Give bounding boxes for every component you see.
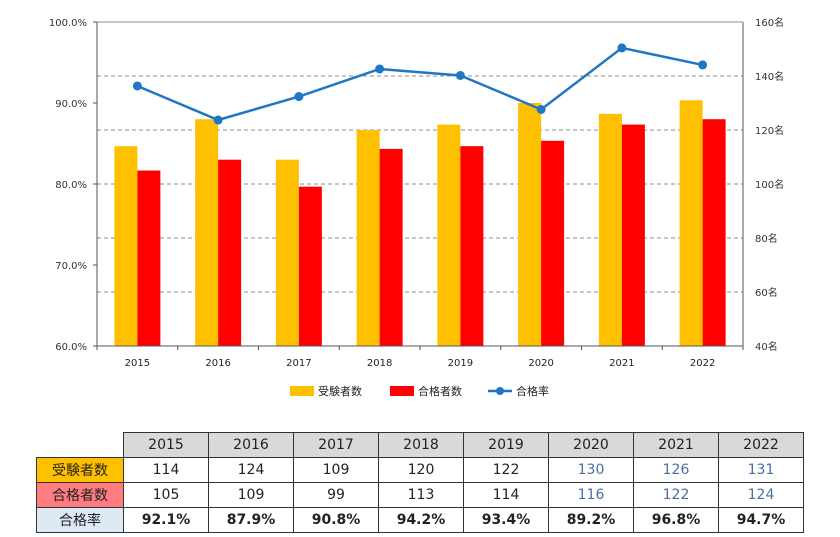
bar-applicants — [356, 130, 380, 346]
bar-passers — [621, 124, 645, 346]
table-row-pass-rate: 合格率 92.1% 87.9% 90.8% 94.2% 93.4% 89.2% … — [36, 507, 804, 533]
line-point-pass-rate — [698, 60, 708, 70]
table-year-header: 2017 — [293, 432, 379, 458]
legend-marker-pass-rate — [496, 387, 504, 395]
bar-passers — [298, 186, 322, 346]
table-cell: 122 — [633, 482, 719, 508]
line-point-pass-rate — [132, 81, 142, 91]
left-axis-tick-label: 80.0% — [55, 180, 87, 191]
table-cell: 90.8% — [293, 507, 379, 533]
right-axis-tick-label: 160名 — [755, 16, 784, 29]
table-row-label: 受験者数 — [36, 457, 124, 483]
table-year-header: 2016 — [208, 432, 294, 458]
bar-passers — [379, 148, 403, 346]
right-axis-tick-label: 140名 — [755, 70, 784, 83]
x-axis-tick-label: 2022 — [690, 358, 715, 369]
combo-chart: 40名 60名 80名 100名 120名 140名 160名 60.0% 70.0% 80.0%… — [49, 16, 784, 398]
table-cell: 92.1% — [123, 507, 209, 533]
left-axis-tick-label: 60.0% — [55, 342, 87, 353]
right-axis-tick-label: 120名 — [755, 124, 784, 137]
table-cell: 89.2% — [548, 507, 634, 533]
line-point-pass-rate — [213, 115, 223, 125]
table-cell: 96.8% — [633, 507, 719, 533]
table-year-header: 2022 — [718, 432, 804, 458]
bar-applicants — [518, 103, 542, 346]
table-year-header: 2020 — [548, 432, 634, 458]
left-axis-tick-label: 100.0% — [49, 18, 87, 29]
left-axis-tick-label: 90.0% — [55, 99, 87, 110]
table-cell: 114 — [463, 482, 549, 508]
table-cell: 120 — [378, 457, 464, 483]
table-row-label: 合格率 — [36, 507, 124, 533]
table-cell: 130 — [548, 457, 634, 483]
right-axis-tick-label: 80名 — [755, 232, 778, 245]
table-cell: 109 — [208, 482, 294, 508]
line-point-pass-rate — [455, 70, 465, 80]
table-cell: 113 — [378, 482, 464, 508]
table-cell: 93.4% — [463, 507, 549, 533]
table-cell: 109 — [293, 457, 379, 483]
x-axis-tick-label: 2020 — [528, 358, 553, 369]
bar-applicants — [275, 159, 299, 346]
line-point-pass-rate — [375, 64, 385, 74]
table-header-row: 2015 2016 2017 2018 2019 2020 2021 2022 — [37, 432, 804, 458]
line-point-pass-rate — [294, 92, 304, 102]
table-cell: 114 — [123, 457, 209, 483]
line-pass-rate — [136, 46, 703, 122]
table-cell: 131 — [718, 457, 804, 483]
table-cell: 126 — [633, 457, 719, 483]
bar-passers — [702, 119, 726, 346]
table-cell: 124 — [208, 457, 294, 483]
x-axis-tick-label: 2017 — [286, 358, 311, 369]
bar-passers — [460, 146, 484, 346]
table-cell: 94.7% — [718, 507, 804, 533]
x-axis-tick-label: 2018 — [367, 358, 392, 369]
table-year-header: 2015 — [123, 432, 209, 458]
bar-applicants — [437, 124, 461, 346]
table-year-header: 2018 — [378, 432, 464, 458]
bar-applicants — [679, 100, 703, 346]
legend-label-passers: 合格者数 — [418, 384, 462, 398]
table-cell: 116 — [548, 482, 634, 508]
table-cell: 94.2% — [378, 507, 464, 533]
bar-applicants — [195, 119, 219, 346]
bar-applicants — [598, 113, 622, 346]
table-cell: 99 — [293, 482, 379, 508]
bar-passers — [541, 140, 565, 346]
table-row-label: 合格者数 — [36, 482, 124, 508]
bar-applicants — [114, 146, 138, 346]
table-cell: 87.9% — [208, 507, 294, 533]
table-row-passers: 合格者数 105 109 99 113 114 116 122 124 — [36, 482, 804, 508]
x-axis-tick-label: 2019 — [448, 358, 473, 369]
table-corner — [37, 433, 124, 458]
x-axis-tick-label: 2016 — [205, 358, 230, 369]
right-axis-tick-label: 40名 — [755, 340, 778, 353]
bar-passers — [218, 159, 242, 346]
line-point-pass-rate — [536, 104, 546, 114]
table-cell: 122 — [463, 457, 549, 483]
left-axis-tick-label: 70.0% — [55, 261, 87, 272]
table-year-header: 2021 — [633, 432, 719, 458]
bar-passers — [137, 170, 161, 346]
table-cell: 124 — [718, 482, 804, 508]
table-cell: 105 — [123, 482, 209, 508]
legend-swatch-applicants — [290, 386, 314, 396]
legend-label-pass-rate: 合格率 — [516, 384, 549, 398]
line-point-pass-rate — [617, 43, 627, 53]
x-axis-tick-label: 2015 — [125, 358, 150, 369]
right-axis-tick-label: 100名 — [755, 178, 784, 191]
legend-swatch-passers — [390, 386, 414, 396]
x-axis-tick-label: 2021 — [609, 358, 634, 369]
table-row-applicants: 受験者数 114 124 109 120 122 130 126 131 — [36, 457, 804, 483]
right-axis-tick-label: 60名 — [755, 286, 778, 299]
data-table: 2015 2016 2017 2018 2019 2020 2021 2022 … — [36, 432, 804, 533]
legend-label-applicants: 受験者数 — [318, 384, 362, 398]
table-year-header: 2019 — [463, 432, 549, 458]
